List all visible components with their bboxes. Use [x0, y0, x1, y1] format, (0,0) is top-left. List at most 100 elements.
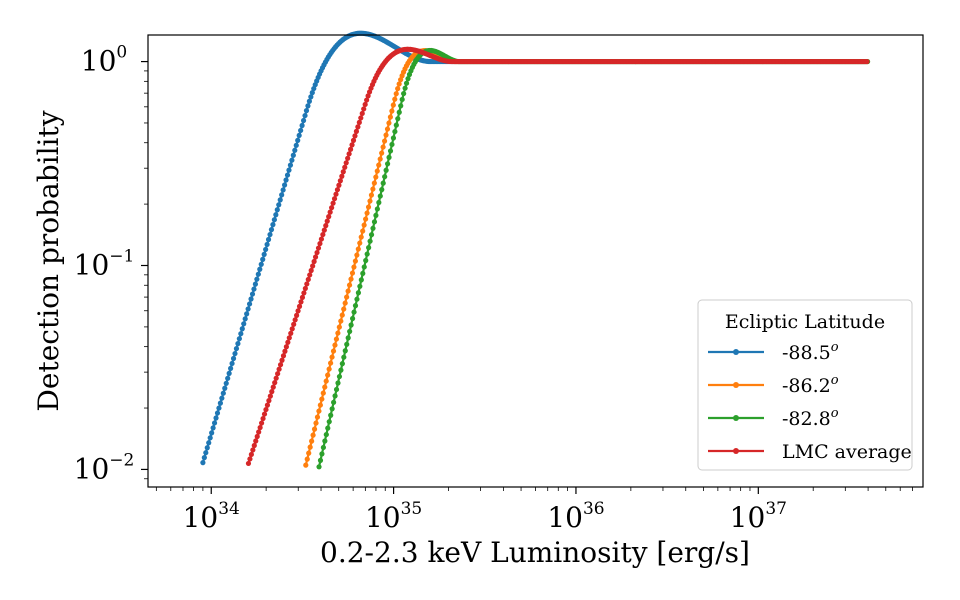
series-point	[314, 249, 320, 256]
x-tick-label: 1037	[730, 499, 787, 534]
series-point	[330, 200, 336, 206]
series-point	[279, 192, 285, 198]
series-point	[258, 261, 264, 267]
series-point	[348, 322, 354, 328]
series-point	[286, 335, 292, 341]
series-point	[304, 281, 310, 287]
series-point	[329, 205, 335, 211]
series-point	[342, 164, 348, 170]
series-point	[273, 212, 279, 218]
series-point	[347, 328, 353, 335]
series-point	[370, 186, 376, 192]
series-point	[315, 245, 322, 251]
series-point	[368, 192, 375, 198]
series-layer	[200, 30, 871, 470]
series-point	[295, 308, 301, 314]
series-point	[249, 291, 256, 297]
series-point	[329, 406, 335, 412]
series-point	[373, 174, 379, 180]
y-tick-exp: −2	[109, 450, 134, 470]
series-point	[364, 97, 370, 103]
series-point	[255, 271, 261, 277]
series-point	[363, 257, 369, 264]
series-point	[299, 294, 306, 301]
series-point	[392, 128, 398, 135]
series-point	[292, 147, 298, 153]
series-point	[357, 240, 363, 246]
series-point	[286, 167, 292, 173]
series-point	[337, 178, 343, 184]
series-point	[343, 160, 349, 166]
series-point	[311, 258, 317, 265]
series-point	[213, 415, 219, 421]
series-point	[313, 420, 319, 426]
series-point	[366, 245, 372, 251]
series-point	[335, 330, 341, 336]
series-point	[201, 455, 207, 461]
series-point	[302, 112, 308, 119]
series-point	[305, 276, 311, 283]
series-point	[307, 444, 313, 450]
series-point	[384, 126, 391, 132]
series-point	[247, 456, 253, 462]
series-point	[356, 119, 362, 126]
series-point	[396, 109, 402, 115]
series-point	[345, 288, 351, 294]
series-point	[327, 209, 333, 215]
series-point	[380, 144, 386, 150]
series-point	[260, 256, 266, 262]
series-point	[390, 102, 396, 108]
series-point	[336, 324, 342, 330]
series-point	[367, 238, 373, 244]
series-point	[207, 435, 213, 441]
series-point	[326, 214, 332, 220]
series-point	[310, 432, 316, 438]
y-tick-exp: −1	[109, 247, 134, 267]
legend-swatch-marker	[733, 415, 739, 421]
series-point	[349, 315, 356, 322]
series-point	[398, 77, 404, 83]
series-point	[320, 390, 326, 396]
series-point	[383, 132, 389, 138]
series-point	[242, 316, 248, 322]
series-point	[339, 173, 345, 179]
series-point	[341, 354, 347, 360]
series-point	[402, 85, 408, 91]
series-point	[360, 270, 366, 277]
series-point	[405, 76, 411, 82]
series-point	[342, 300, 348, 306]
series-point	[377, 193, 383, 199]
series-point	[317, 457, 324, 463]
series-point	[393, 91, 399, 97]
series-point	[305, 103, 311, 109]
series-point	[248, 296, 254, 302]
series-point	[261, 411, 268, 417]
series-point	[217, 400, 223, 406]
series-point	[399, 96, 405, 103]
series-point	[251, 442, 257, 449]
series-point	[355, 246, 361, 252]
series-point	[241, 321, 247, 327]
series-point	[274, 207, 280, 213]
series-point	[236, 336, 242, 342]
series-point	[320, 231, 326, 238]
y-tick-label: 100	[81, 43, 127, 78]
legend-label-name: -86.2	[782, 375, 831, 397]
series-point	[238, 331, 244, 337]
series-point	[346, 282, 353, 288]
series-point	[248, 451, 254, 458]
series-point	[382, 174, 388, 180]
series-point	[361, 106, 367, 112]
series-point	[214, 410, 221, 416]
series-point	[364, 251, 370, 257]
series-point	[322, 384, 328, 390]
series-point	[328, 360, 334, 366]
series-point	[351, 264, 357, 270]
series-point	[253, 438, 259, 444]
series-point	[340, 169, 346, 175]
series-point	[349, 270, 356, 276]
series-point	[298, 127, 304, 134]
series-point	[386, 120, 392, 126]
x-tick-exp: 34	[218, 499, 240, 519]
